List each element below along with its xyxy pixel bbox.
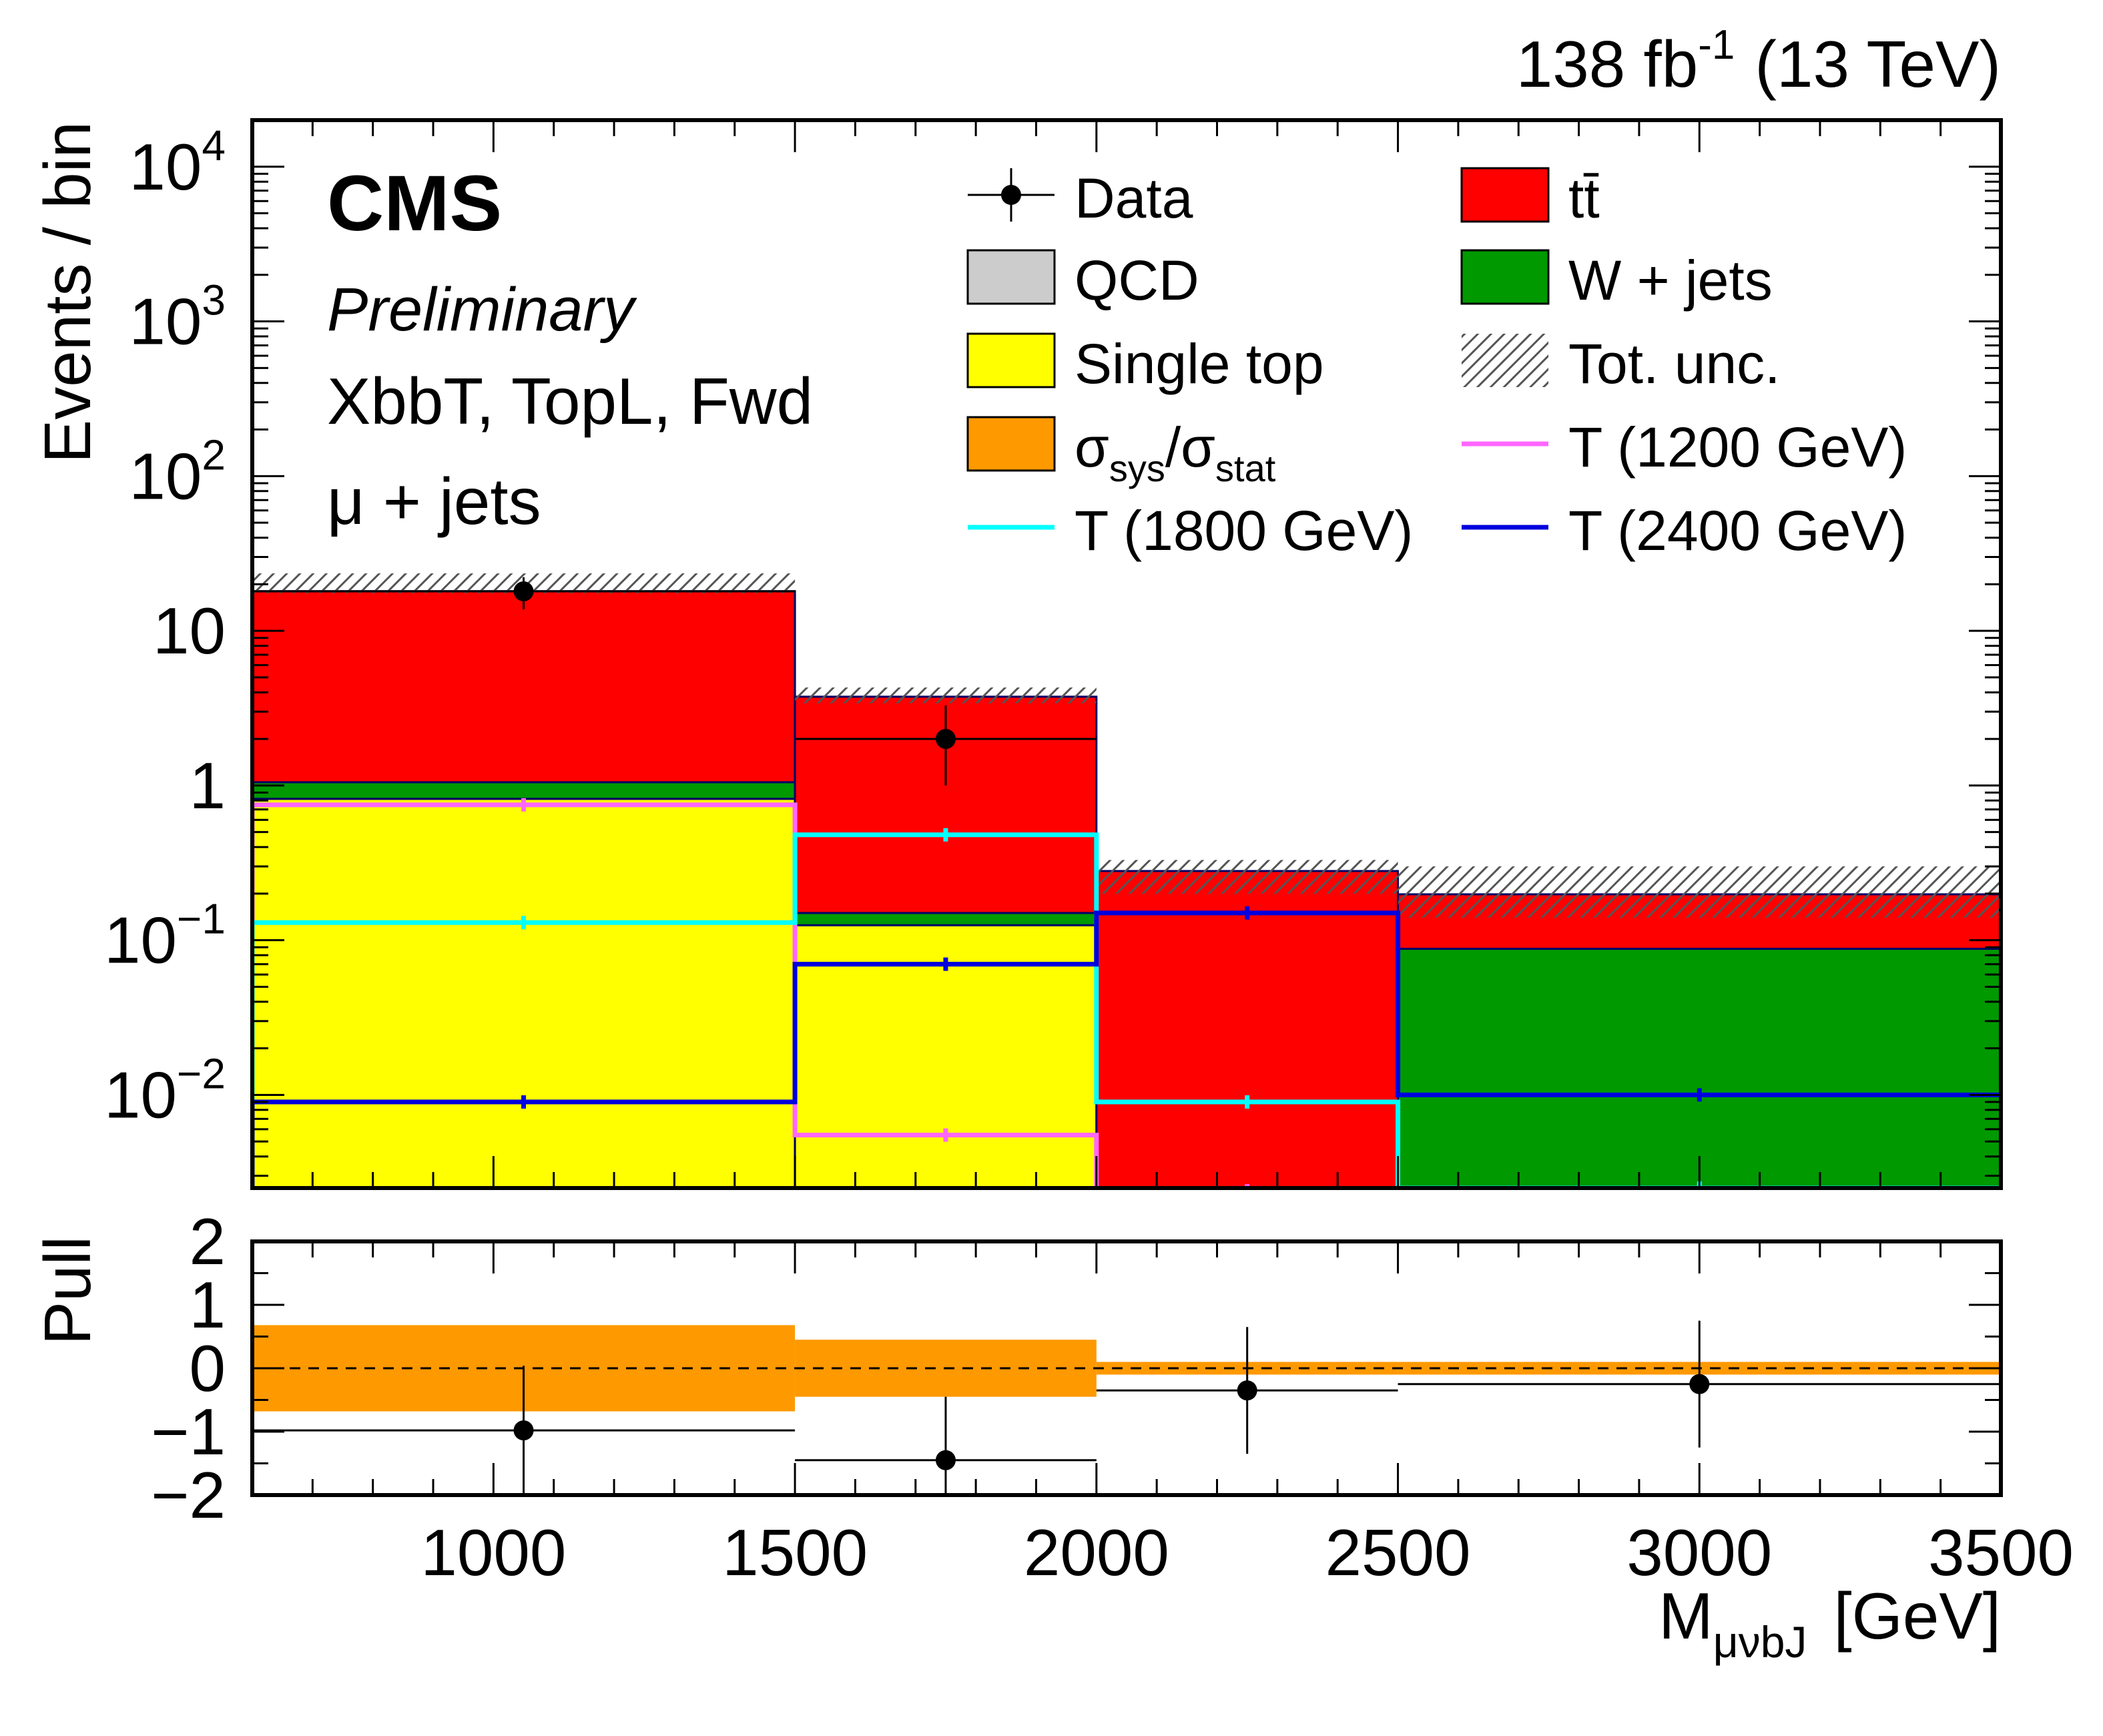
total-unc-band-2 — [1096, 860, 1398, 894]
y-tick-label-exponent: −2 — [177, 1049, 226, 1097]
stack-tt- — [252, 590, 2001, 1188]
x-tick-label: 2500 — [1325, 1516, 1471, 1589]
data-point-1 — [935, 729, 956, 750]
category-label: XbbT, TopL, Fwd — [327, 364, 813, 438]
y-tick-label-exponent: 2 — [202, 430, 226, 479]
legend-swatch — [966, 249, 1056, 305]
legend-label: Tot. unc. — [1568, 332, 1781, 395]
pull-point-0 — [513, 1420, 534, 1441]
y-tick-label: 10−2 — [104, 1049, 226, 1131]
legend-entry--sys-stat: σsys/σstat — [966, 416, 1276, 489]
lumi-exponent: -1 — [1698, 22, 1735, 68]
legend-label-sub: sys — [1109, 447, 1165, 489]
legend-label: T (2400 GeV) — [1568, 499, 1907, 562]
legend-label-part: /σ — [1165, 416, 1215, 479]
legend-entry-tt-: tt̄ — [1460, 167, 1600, 230]
legend-label: σsys/σstat — [1075, 416, 1276, 489]
legend-label: tt̄ — [1568, 167, 1600, 230]
stack-single-top — [252, 798, 1098, 1188]
legend: Data tt̄ QCD W + jets Single top Tot. unc. σsy… — [966, 167, 1907, 562]
pull-point-3 — [1689, 1374, 1710, 1394]
y-tick-label-base: 10 — [129, 439, 202, 513]
total-unc-band-3 — [1398, 866, 2001, 918]
bar-single-top-0 — [252, 798, 796, 1188]
x-axis-title: MμνbJ [GeV] — [1659, 1579, 2001, 1667]
y-tick-label-base: 10 — [104, 1058, 177, 1131]
main-panel-frame — [250, 118, 2003, 1190]
legend-swatch — [966, 416, 1056, 472]
bar-tt--0 — [252, 590, 796, 784]
y-tick-label: 10 — [153, 594, 226, 667]
y-tick-label: 1 — [189, 749, 226, 822]
pull-axis-ticks: 210−1−2 1000 1500 2000 2500 3000 3500 — [151, 1205, 2074, 1589]
x-tick-label: 3000 — [1626, 1516, 1772, 1589]
pull-y-tick-label: −2 — [151, 1458, 226, 1532]
pull-panel-frame — [250, 1239, 2003, 1497]
legend-swatch — [1460, 249, 1550, 305]
y-tick-label: 102 — [129, 430, 226, 513]
legend-entry-tot-unc-: Tot. unc. — [1462, 332, 1781, 395]
y-axis-title: Events / bin — [31, 121, 104, 463]
bar-w-jets-1 — [794, 912, 1098, 926]
legend-entry-qcd: QCD — [966, 249, 1199, 312]
pull-point-1 — [935, 1450, 956, 1470]
legend-label-part: σ — [1075, 416, 1109, 479]
legend-entry-data: Data — [968, 167, 1193, 230]
legend-label: T (1800 GeV) — [1075, 499, 1413, 562]
main-panel — [252, 573, 2001, 1188]
pull-point-2 — [1237, 1380, 1257, 1401]
pull-y-tick-label: −1 — [151, 1395, 226, 1468]
legend-label: Data — [1075, 167, 1193, 230]
legend-label: QCD — [1075, 249, 1199, 312]
legend-swatch-hatch — [1462, 334, 1548, 387]
pull-y-tick-label: 0 — [189, 1332, 226, 1405]
pull-panel — [252, 1320, 2001, 1495]
x-tick-label: 1500 — [722, 1516, 868, 1589]
y-tick-label: 103 — [129, 276, 226, 358]
energy-value: (13 TeV) — [1755, 27, 2001, 101]
x-axis-title-subscript: μνbJ — [1713, 1617, 1807, 1667]
channel-label: μ + jets — [327, 465, 541, 538]
x-tick-label: 2000 — [1024, 1516, 1169, 1589]
pull-y-tick-label: 2 — [189, 1205, 226, 1278]
signal-line-t-2400-gev- — [252, 910, 2001, 1188]
y-tick-label: 10−1 — [104, 895, 226, 977]
pull-y-tick-label: 1 — [189, 1268, 226, 1342]
legend-swatch — [966, 332, 1056, 388]
y-tick-label-exponent: −1 — [177, 895, 226, 943]
y-tick-label-base: 1 — [189, 749, 226, 822]
x-axis-title-symbol: M — [1659, 1579, 1713, 1653]
data-point-0 — [513, 581, 534, 601]
legend-label: T (1200 GeV) — [1568, 416, 1907, 479]
legend-label: Single top — [1075, 332, 1324, 395]
y-tick-label-base: 10 — [104, 904, 177, 977]
total-unc-band-1 — [795, 687, 1097, 703]
y-tick-label-base: 10 — [153, 594, 226, 667]
y-tick-label-exponent: 4 — [202, 121, 226, 170]
x-axis-title-unit: [GeV] — [1833, 1579, 2001, 1653]
y-tick-label-exponent: 3 — [202, 276, 226, 324]
cms-label: CMS — [327, 160, 502, 248]
pull-axis-title: Pull — [31, 1236, 104, 1345]
lumi-label: 138 fb-1 (13 TeV) — [1516, 22, 2001, 101]
y-tick-label: 104 — [129, 121, 226, 204]
lumi-value: 138 fb — [1516, 27, 1698, 101]
status-label: Preliminary — [327, 276, 637, 344]
legend-entry-t-2400-gev-: T (2400 GeV) — [1462, 499, 1907, 562]
y-tick-label-base: 10 — [129, 130, 202, 204]
x-tick-label: 3500 — [1928, 1516, 2074, 1589]
x-tick-label: 1000 — [420, 1516, 566, 1589]
y-tick-label-base: 10 — [129, 285, 202, 358]
legend-label-sub: stat — [1215, 447, 1276, 489]
legend-entry-w-jets: W + jets — [1460, 249, 1773, 312]
legend-swatch — [1460, 167, 1550, 223]
legend-entry-single-top: Single top — [966, 332, 1324, 395]
legend-entry-t-1800-gev-: T (1800 GeV) — [968, 499, 1413, 562]
legend-entry-t-1200-gev-: T (1200 GeV) — [1462, 416, 1907, 479]
legend-marker — [1001, 185, 1021, 205]
legend-label: W + jets — [1568, 249, 1773, 312]
bar-w-jets-0 — [252, 781, 796, 800]
